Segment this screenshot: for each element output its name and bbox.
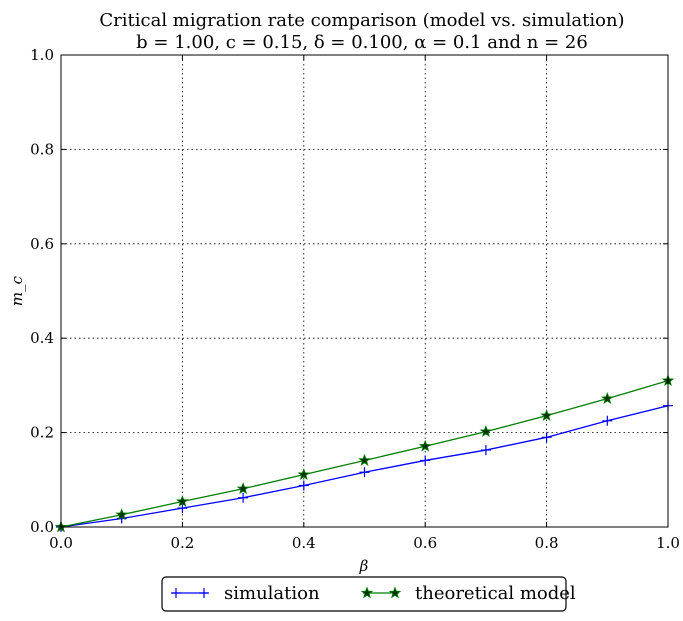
chart-subtitle: b = 1.00, c = 0.15, δ = 0.100, α = 0.1 a… — [136, 32, 588, 53]
data-point — [115, 508, 129, 521]
y-tick-label: 0.2 — [30, 424, 54, 442]
x-tick-label: 0.4 — [292, 534, 316, 552]
y-tick-label: 0.0 — [30, 518, 54, 536]
tick-labels: 0.0 0.2 0.4 0.6 0.8 1.0 0.0 0.2 0.4 0.6 0.8 1.0 — [30, 46, 680, 552]
data-point — [177, 503, 188, 514]
data-point — [359, 467, 370, 478]
data-point — [176, 494, 189, 507]
data-point — [602, 415, 613, 426]
y-axis-label: m_c — [8, 275, 26, 306]
data-point — [600, 391, 614, 404]
series-layer — [54, 374, 675, 533]
y-tick-label: 0.8 — [30, 140, 54, 158]
series-simulation — [56, 400, 673, 532]
plot-frame — [60, 54, 669, 528]
x-tick-label: 0.2 — [170, 534, 194, 552]
data-point — [541, 432, 552, 443]
data-point — [297, 467, 311, 480]
data-point — [480, 445, 491, 456]
x-axis-label: β — [359, 557, 369, 575]
data-point — [298, 480, 309, 491]
x-tick-label: 0.8 — [535, 534, 559, 552]
data-point — [236, 482, 250, 495]
legend-marker — [360, 586, 374, 599]
data-point — [418, 439, 432, 452]
legend-marker — [171, 588, 181, 598]
legend: simulation theoretical model — [161, 576, 576, 612]
legend-marker — [199, 588, 209, 598]
chart-title: Critical migration rate comparison (mode… — [99, 10, 624, 31]
data-point — [420, 455, 431, 466]
series-line — [60, 405, 669, 528]
legend-label: theoretical model — [415, 583, 576, 604]
y-tick-label: 1.0 — [30, 46, 54, 64]
series-theoretical-model — [54, 374, 675, 533]
legend-marker — [388, 586, 402, 599]
x-tick-label: 0.0 — [49, 534, 73, 552]
y-tick-label: 0.6 — [30, 235, 54, 253]
data-point — [540, 408, 553, 421]
data-point — [358, 453, 371, 466]
x-tick-label: 0.6 — [413, 534, 437, 552]
legend-label: simulation — [224, 583, 320, 604]
x-tick-label: 1.0 — [656, 534, 680, 552]
y-tick-label: 0.4 — [30, 329, 54, 347]
legend-box — [161, 576, 567, 612]
data-point — [238, 492, 249, 503]
data-point — [479, 425, 493, 438]
